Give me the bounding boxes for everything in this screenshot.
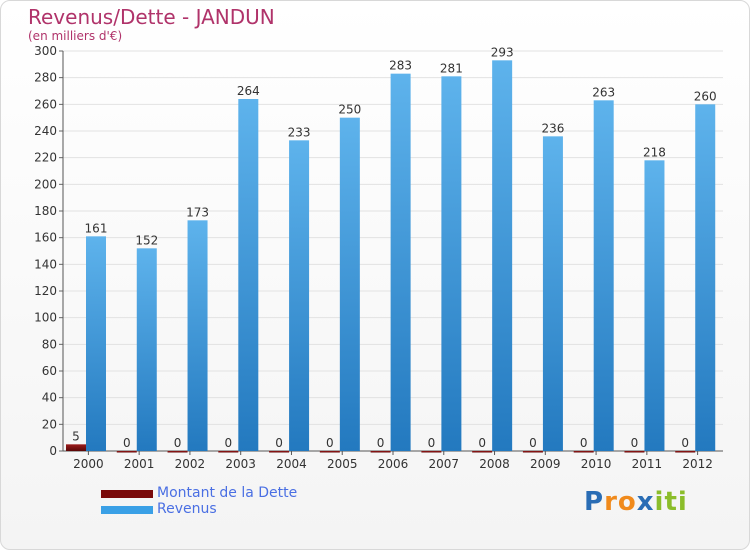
y-tick-label: 140 [34,257,57,271]
x-tick-label: 2006 [378,457,409,471]
bar-revenue [695,104,716,451]
bar-debt [218,451,239,453]
data-label-debt: 5 [72,429,80,443]
x-tick-label: 2009 [530,457,561,471]
bar-revenue [339,117,360,452]
proxiti-logo: Proxiti [584,487,688,517]
data-label-revenue: 263 [592,85,615,99]
data-label-debt: 0 [631,436,639,450]
logo-letter: t [664,487,678,517]
data-label-revenue: 264 [237,84,260,98]
bar-revenue [390,73,411,452]
data-label-debt: 0 [377,436,385,450]
bar-debt [269,451,290,453]
bar-debt [675,451,696,453]
data-label-debt: 0 [275,436,283,450]
bar-revenue [441,76,462,451]
x-tick-label: 2005 [327,457,358,471]
data-label-revenue: 218 [643,145,666,159]
data-label-revenue: 250 [338,103,361,117]
y-tick-label: 0 [49,444,57,458]
bar-debt [573,451,594,453]
bar-debt [319,451,340,453]
data-label-revenue: 161 [85,221,108,235]
y-tick-label: 20 [42,417,57,431]
y-tick-label: 280 [34,71,57,85]
data-label-debt: 0 [174,436,182,450]
data-label-revenue: 293 [491,45,514,59]
data-label-revenue: 233 [288,125,311,139]
y-tick-label: 220 [34,151,57,165]
data-label-debt: 0 [428,436,436,450]
logo-letter: x [636,487,655,517]
data-label-debt: 0 [580,436,588,450]
y-tick-label: 180 [34,204,57,218]
bar-revenue [644,160,665,452]
logo-letter: P [584,487,605,517]
data-label-revenue: 173 [186,205,209,219]
data-label-debt: 0 [529,436,537,450]
logo-letter: i [654,487,665,517]
bar-revenue [86,236,106,451]
x-tick-label: 2007 [428,457,459,471]
bar-revenue [542,136,563,452]
data-label-debt: 0 [681,436,689,450]
legend-swatch-debt [101,490,153,498]
bar-revenue [593,100,614,451]
bar-revenue [289,140,310,452]
y-tick-label: 60 [42,364,57,378]
y-tick-label: 120 [34,284,57,298]
logo-letter: r [604,487,618,517]
data-label-revenue: 236 [541,121,564,135]
chart-title: Revenus/Dette - JANDUN [28,5,275,29]
bar-debt [522,451,543,453]
bar-debt [370,451,391,453]
x-tick-label: 2000 [73,457,104,471]
y-tick-label: 260 [34,97,57,111]
x-tick-label: 2010 [581,457,612,471]
bar-revenue [492,60,513,451]
x-tick-label: 2008 [479,457,510,471]
bar-revenue [187,220,208,451]
bar-revenue [238,99,259,451]
data-label-revenue: 283 [389,59,412,73]
data-label-debt: 0 [224,436,232,450]
x-tick-label: 2011 [632,457,663,471]
data-label-revenue: 152 [135,233,158,247]
y-tick-label: 80 [42,337,57,351]
data-label-revenue: 260 [694,89,717,103]
x-tick-label: 2001 [124,457,155,471]
legend-label-revenue: Revenus [157,501,217,517]
x-tick-label: 2012 [682,457,713,471]
logo-letter: i [677,487,688,517]
bar-debt [116,451,137,453]
bar-debt [66,444,86,451]
legend-label-debt: Montant de la Dette [157,485,298,501]
data-label-revenue: 281 [440,61,463,75]
logo-letter: o [617,487,637,517]
bar-chart: 0 20 40 60 80 100 120 140 160 180 200 220 240 260 280 3… [34,44,723,471]
bar-debt [167,451,188,453]
y-tick-label: 40 [42,391,57,405]
bar-debt [472,451,493,453]
bar-debt [421,451,442,453]
y-tick-label: 100 [34,311,57,325]
y-tick-label: 300 [34,44,57,58]
chart-subtitle: (en milliers d'€) [28,29,123,43]
bar-revenue [136,248,157,451]
bar-debt [624,451,645,453]
x-tick-label: 2003 [225,457,256,471]
data-label-debt: 0 [478,436,486,450]
x-tick-label: 2002 [175,457,206,471]
y-tick-label: 160 [34,231,57,245]
data-label-debt: 0 [123,436,131,450]
y-tick-label: 200 [34,177,57,191]
legend-swatch-revenue [101,506,153,514]
y-tick-label: 240 [34,124,57,138]
x-tick-label: 2004 [276,457,307,471]
data-label-debt: 0 [326,436,334,450]
